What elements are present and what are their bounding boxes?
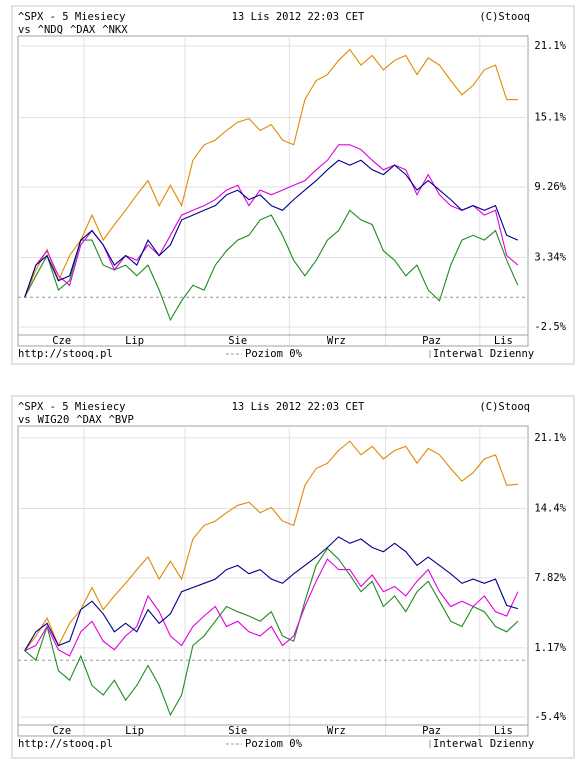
legend-entry: WIG20 (38, 414, 70, 426)
series-line (24, 440, 518, 652)
x-tick-label: Lis (494, 725, 513, 737)
x-tick-label: Paz (422, 335, 441, 347)
series-line (24, 536, 519, 651)
x-tick-label: Lip (125, 725, 144, 737)
legend-entry: ^DAX (76, 414, 102, 426)
plot-area (17, 35, 529, 336)
chart-subtitle: 13 Lis 2012 22:03 CET (232, 401, 365, 413)
y-tick-label: 14.4% (534, 502, 566, 514)
x-axis-band (17, 334, 529, 347)
credit: (C)Stooq (479, 11, 530, 23)
credit: (C)Stooq (479, 401, 530, 413)
legend-entry: ^DAX (70, 24, 96, 36)
y-tick-label: 9.26% (534, 181, 566, 193)
chart-subtitle: 13 Lis 2012 22:03 CET (232, 11, 365, 23)
interval: Interwal Dzienny (433, 348, 534, 360)
series-line (24, 48, 518, 298)
chart-title: ^SPX - 5 Miesiecy (18, 401, 125, 413)
series-line (24, 144, 519, 298)
y-tick-label: 21.1% (534, 40, 566, 52)
legend-entry: ^BVP (109, 414, 134, 426)
series-line (24, 209, 519, 322)
baseline-label: Poziom 0% (245, 348, 303, 360)
x-tick-label: Sie (228, 725, 247, 737)
y-tick-label: 15.1% (534, 111, 566, 123)
legend-entry: ^NKX (102, 24, 128, 36)
y-tick-label: 1.17% (534, 642, 566, 654)
source: http://stooq.pl (18, 738, 113, 750)
x-tick-label: Wrz (327, 335, 346, 347)
y-tick-label: 3.34% (534, 251, 566, 263)
x-tick-label: Lis (494, 335, 513, 347)
legend-prefix: vs (18, 24, 31, 36)
interval: Interwal Dzienny (433, 738, 534, 750)
x-tick-label: Cze (52, 335, 71, 347)
x-tick-label: Cze (52, 725, 71, 737)
y-tick-label: -5.4% (534, 711, 566, 723)
x-tick-label: Paz (422, 725, 441, 737)
legend-entry: ^NDQ (38, 24, 63, 36)
source: http://stooq.pl (18, 348, 113, 360)
y-tick-label: 21.1% (534, 432, 566, 444)
legend-prefix: vs (18, 414, 31, 426)
x-tick-label: Sie (228, 335, 247, 347)
plot-area (17, 425, 529, 726)
x-tick-label: Wrz (327, 725, 346, 737)
y-tick-label: 7.82% (534, 572, 566, 584)
chart-title: ^SPX - 5 Miesiecy (18, 11, 125, 23)
x-tick-label: Lip (125, 335, 144, 347)
series-line (24, 547, 519, 717)
baseline-label: Poziom 0% (245, 738, 303, 750)
series-line (24, 159, 519, 298)
y-tick-label: -2.5% (534, 321, 566, 333)
x-axis-band (17, 724, 529, 737)
series-line (24, 558, 519, 657)
